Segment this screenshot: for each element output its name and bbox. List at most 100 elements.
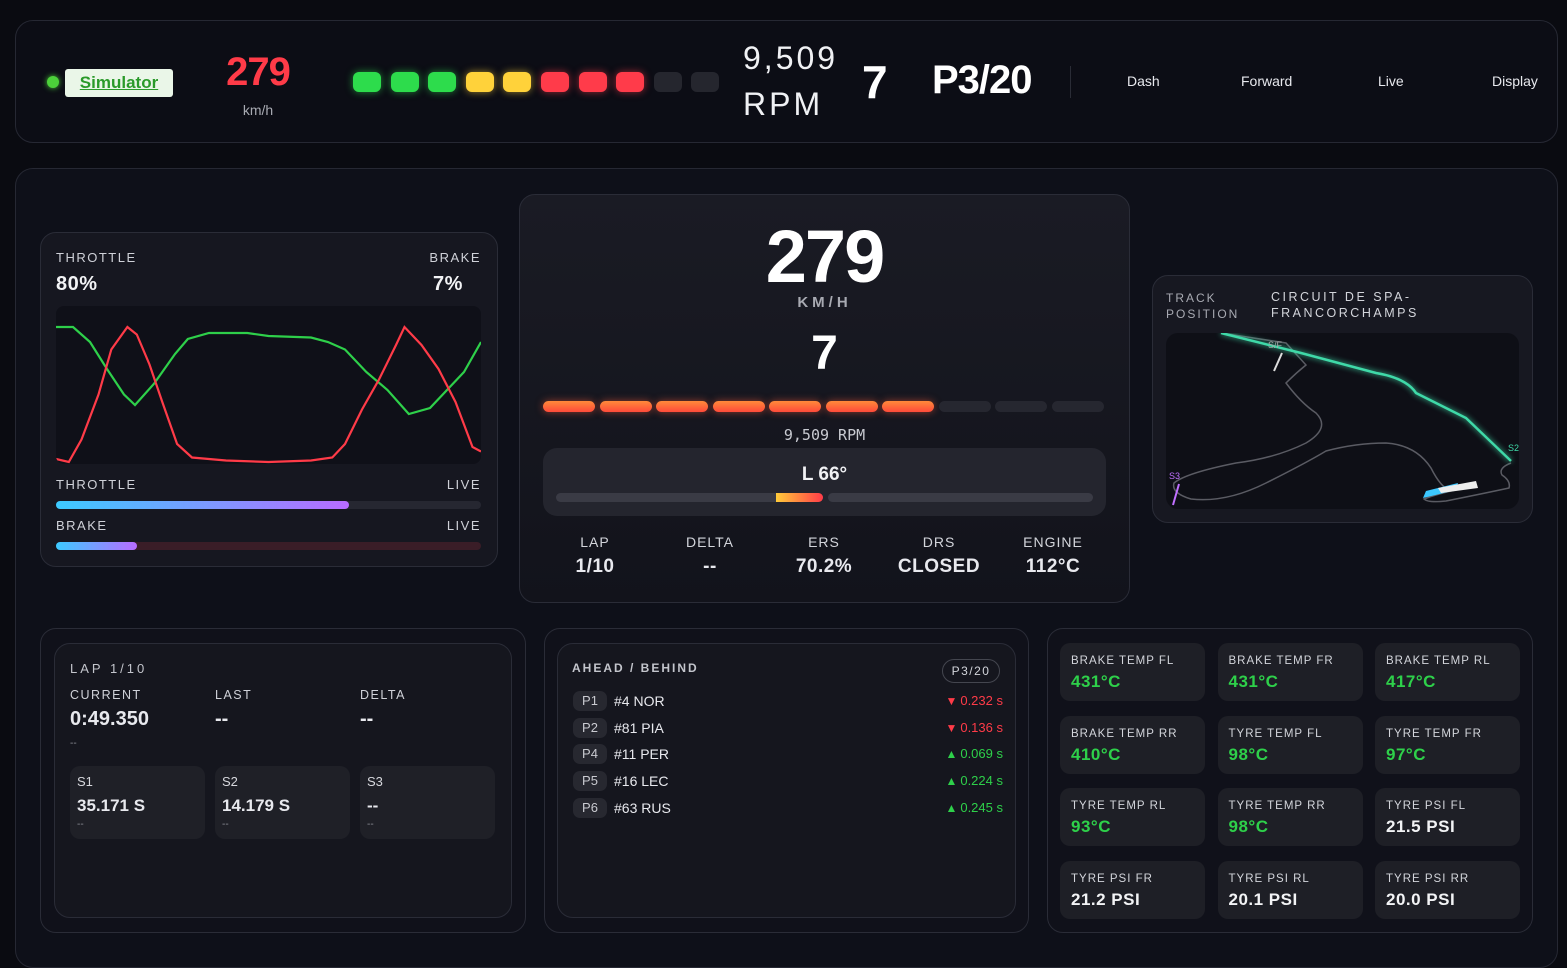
position-badge: P2 bbox=[573, 717, 607, 738]
rpm-segment bbox=[995, 401, 1047, 412]
driver-name: #81 PIA bbox=[614, 719, 664, 736]
brake-bar-label: BRAKE bbox=[56, 518, 108, 533]
last-label: LAST bbox=[215, 688, 253, 702]
shift-light bbox=[578, 72, 607, 92]
triangle-up-icon: ▲ bbox=[945, 774, 958, 789]
car-labels-icon bbox=[1438, 481, 1478, 493]
gap-text: 0.224 s bbox=[960, 773, 1003, 789]
shift-light bbox=[541, 72, 569, 92]
header-speed: 279 bbox=[226, 50, 291, 94]
telemetry-tile: TYRE TEMP FR 97°C bbox=[1375, 715, 1520, 774]
position-badge: P5 bbox=[573, 771, 607, 792]
triangle-up-icon: ▲ bbox=[945, 747, 958, 762]
rpm-segment bbox=[712, 401, 765, 412]
brake-trace-line bbox=[56, 325, 481, 464]
triangle-down-icon: ▼ bbox=[945, 720, 958, 735]
nav-dash[interactable]: Dash bbox=[1127, 73, 1160, 89]
tile-label: TYRE PSI RL bbox=[1228, 872, 1310, 885]
steering-panel bbox=[543, 448, 1106, 516]
shift-light bbox=[428, 72, 457, 92]
track-title: TRACK POSITION bbox=[1166, 291, 1240, 321]
center-speed: 279 bbox=[765, 215, 885, 298]
tile-value: 97°C bbox=[1386, 744, 1426, 764]
brake-bar-fill bbox=[56, 542, 137, 550]
triangle-down-icon: ▼ bbox=[945, 694, 958, 708]
header-rpm-value: 9,509 bbox=[743, 40, 839, 76]
header-gear: 7 bbox=[862, 56, 888, 108]
center-gear: 7 bbox=[811, 327, 838, 380]
tile-value: 21.2 PSI bbox=[1071, 889, 1141, 909]
tile-value: 417°C bbox=[1386, 672, 1436, 691]
gap-row: P1 #4 NOR ▼ 0.232 s bbox=[573, 691, 1003, 711]
gap-text: 0.232 s bbox=[960, 693, 1003, 708]
gap-text: 0.069 s bbox=[960, 746, 1003, 762]
center-speed-unit: KM/H bbox=[797, 294, 852, 311]
telemetry-tile: BRAKE TEMP FR 431°C bbox=[1217, 643, 1363, 701]
brake-bar-track bbox=[56, 542, 481, 550]
nav-live[interactable]: Live bbox=[1378, 73, 1404, 89]
sector-3-label: S3 bbox=[1169, 471, 1180, 481]
tile-label: TYRE TEMP FL bbox=[1228, 727, 1323, 740]
track-map: S/F S2 S3 bbox=[1166, 333, 1519, 509]
gap-text: 0.136 s bbox=[960, 719, 1003, 735]
position-badge: P4 bbox=[573, 744, 607, 765]
driver-name: #4 NOR bbox=[614, 693, 665, 709]
top-bar bbox=[15, 20, 1558, 143]
tile-label: BRAKE TEMP FL bbox=[1071, 655, 1175, 667]
stat-lap: LAP 1/10 bbox=[575, 534, 615, 577]
throttle-bar-fill bbox=[56, 501, 350, 509]
tile-label: BRAKE TEMP FR bbox=[1228, 655, 1334, 667]
source-button[interactable]: Simulator bbox=[65, 69, 173, 97]
telemetry-tile: TYRE PSI FL 21.5 PSI bbox=[1375, 788, 1520, 846]
throttle-bar-track bbox=[56, 501, 481, 509]
start-finish-label: S/F bbox=[1268, 340, 1283, 350]
gap-value: ▲ 0.069 s bbox=[945, 746, 1003, 761]
telemetry-tile: TYRE PSI RL 20.1 PSI bbox=[1217, 860, 1363, 919]
tile-value: 98°C bbox=[1228, 817, 1269, 836]
rpm-segment bbox=[656, 401, 708, 412]
header-divider bbox=[1070, 66, 1071, 98]
throttle-label: THROTTLE bbox=[56, 250, 137, 265]
center-rpm-text: 9,509 RPM bbox=[783, 426, 866, 444]
header-rpm-unit: RPM bbox=[743, 86, 824, 122]
sector-3-card: S3 -- -- bbox=[360, 766, 495, 839]
delta-label: DELTA bbox=[360, 688, 406, 702]
rpm-segment bbox=[882, 401, 934, 412]
shift-light bbox=[465, 72, 494, 92]
start-finish-marker bbox=[1273, 352, 1283, 372]
tile-label: TYRE PSI FR bbox=[1071, 872, 1153, 885]
brake-label: BRAKE bbox=[429, 250, 481, 265]
stat-ers: ERS 70.2% bbox=[795, 534, 853, 577]
shift-light bbox=[503, 72, 532, 92]
telemetry-tile: TYRE TEMP RR 98°C bbox=[1217, 788, 1363, 846]
throttle-value: 80% bbox=[56, 273, 98, 295]
tile-label: TYRE TEMP FR bbox=[1386, 727, 1482, 740]
lap-title: LAP 1/10 bbox=[70, 661, 148, 676]
brake-bar-tag: LIVE bbox=[446, 518, 481, 533]
throttle-trace-line bbox=[56, 325, 481, 416]
telemetry-tile: TYRE TEMP RL 93°C bbox=[1060, 788, 1205, 846]
nav-forward[interactable]: Forward bbox=[1241, 73, 1293, 89]
stat-delta: DELTA -- bbox=[685, 534, 735, 577]
stat-drs: DRS CLOSED bbox=[897, 534, 981, 577]
gap-row: P2 #81 PIA ▼ 0.136 s bbox=[573, 717, 1003, 738]
source-label: Simulator bbox=[79, 73, 159, 92]
tile-value: 410°C bbox=[1071, 744, 1121, 764]
tile-label: TYRE PSI RR bbox=[1386, 872, 1470, 885]
gap-row: P5 #16 LEC ▲ 0.224 s bbox=[573, 771, 1003, 792]
rpm-segment bbox=[825, 401, 878, 412]
current-value: 0:49.350 bbox=[70, 708, 149, 730]
sector-1-card: S1 35.171 S -- bbox=[70, 766, 205, 839]
telemetry-tile: BRAKE TEMP RL 417°C bbox=[1375, 643, 1520, 701]
rpm-segment bbox=[769, 401, 821, 412]
gap-text: 0.245 s bbox=[960, 799, 1003, 815]
track-sector-1 bbox=[1220, 333, 1512, 462]
gap-value: ▲ 0.224 s bbox=[945, 773, 1003, 788]
nav-display[interactable]: Display bbox=[1492, 73, 1538, 89]
tile-label: BRAKE TEMP RL bbox=[1386, 655, 1491, 667]
brake-value: 7% bbox=[433, 273, 463, 295]
tile-label: TYRE TEMP RL bbox=[1071, 800, 1167, 812]
throttle-bar-label: THROTTLE bbox=[56, 477, 137, 492]
gap-row: P4 #11 PER ▲ 0.069 s bbox=[573, 744, 1003, 765]
driver-name: #16 LEC bbox=[614, 773, 669, 790]
